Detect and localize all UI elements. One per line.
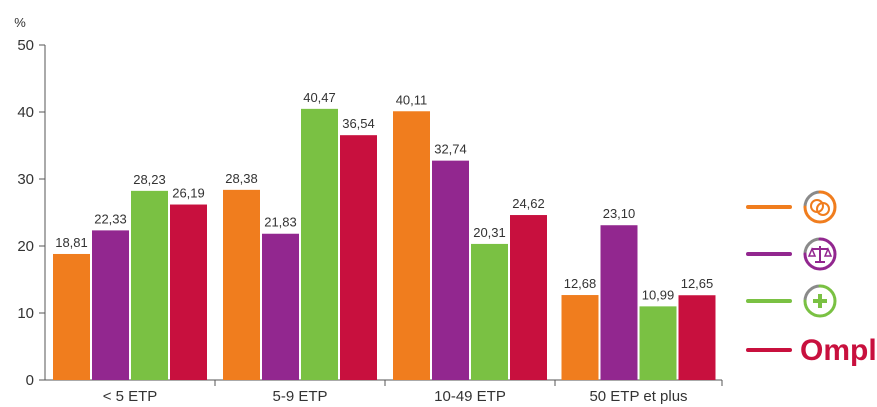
legend-item (746, 284, 837, 318)
bar (131, 190, 168, 380)
bar-value-label: 12,65 (681, 276, 714, 291)
y-tick-label: 10 (17, 305, 34, 322)
bar (639, 306, 677, 380)
bars (53, 108, 716, 380)
ompl-logo-text: Ompl (800, 334, 877, 367)
bar (510, 215, 547, 380)
bar (393, 111, 430, 380)
y-axis-ticks: 0 10 20 30 40 50 (17, 37, 45, 389)
health-cross-icon (803, 284, 837, 318)
bar-value-label: 26,19 (172, 186, 205, 201)
bar-value-label: 32,74 (434, 142, 467, 157)
bar-value-label: 24,62 (512, 196, 545, 211)
bar-value-label: 10,99 (642, 287, 675, 302)
bar-value-label: 20,31 (473, 225, 506, 240)
bar-value-label: 18,81 (55, 235, 88, 250)
bar-value-label: 22,33 (94, 211, 127, 226)
bar (678, 295, 716, 380)
bar-value-label: 40,47 (303, 90, 336, 105)
y-tick-label: 0 (26, 372, 34, 389)
legend-item (746, 190, 837, 224)
coins-icon (803, 190, 837, 224)
bar-value-label: 28,38 (225, 171, 258, 186)
legend: Ompl (746, 190, 877, 367)
scales-icon (803, 237, 837, 271)
bar-value-label: 28,23 (133, 172, 166, 187)
bar (471, 243, 508, 380)
x-category-label: 5-9 ETP (272, 388, 327, 405)
y-tick-label: 40 (17, 104, 34, 121)
legend-item (746, 237, 837, 271)
y-tick-label: 50 (17, 37, 34, 54)
legend-item: Ompl (746, 334, 877, 367)
y-tick-label: 20 (17, 238, 34, 255)
bar-value-label: 12,68 (564, 276, 597, 291)
bar-value-label: 21,83 (264, 215, 297, 230)
y-axis-unit-label: % (14, 15, 26, 30)
bar (301, 108, 338, 380)
bar (340, 135, 377, 380)
x-category-label: < 5 ETP (103, 388, 158, 405)
bar (92, 230, 129, 380)
bar (561, 295, 599, 380)
bar (262, 233, 299, 380)
x-category-label: 50 ETP et plus (589, 388, 687, 405)
bar-value-label: 36,54 (342, 116, 375, 131)
bar (432, 160, 469, 380)
bar (170, 204, 207, 380)
bar-value-label: 23,10 (603, 206, 636, 221)
x-axis-labels: < 5 ETP 5-9 ETP 10-49 ETP 50 ETP et plus (103, 388, 688, 405)
bar (53, 253, 90, 380)
bar-value-label: 40,11 (396, 92, 428, 107)
bar (600, 225, 638, 380)
data-labels: 18,81 22,33 28,23 26,19 28,38 21,83 40,47 36,54… (55, 90, 713, 303)
x-category-label: 10-49 ETP (434, 388, 506, 405)
y-tick-label: 30 (17, 171, 34, 188)
bar (223, 189, 260, 380)
